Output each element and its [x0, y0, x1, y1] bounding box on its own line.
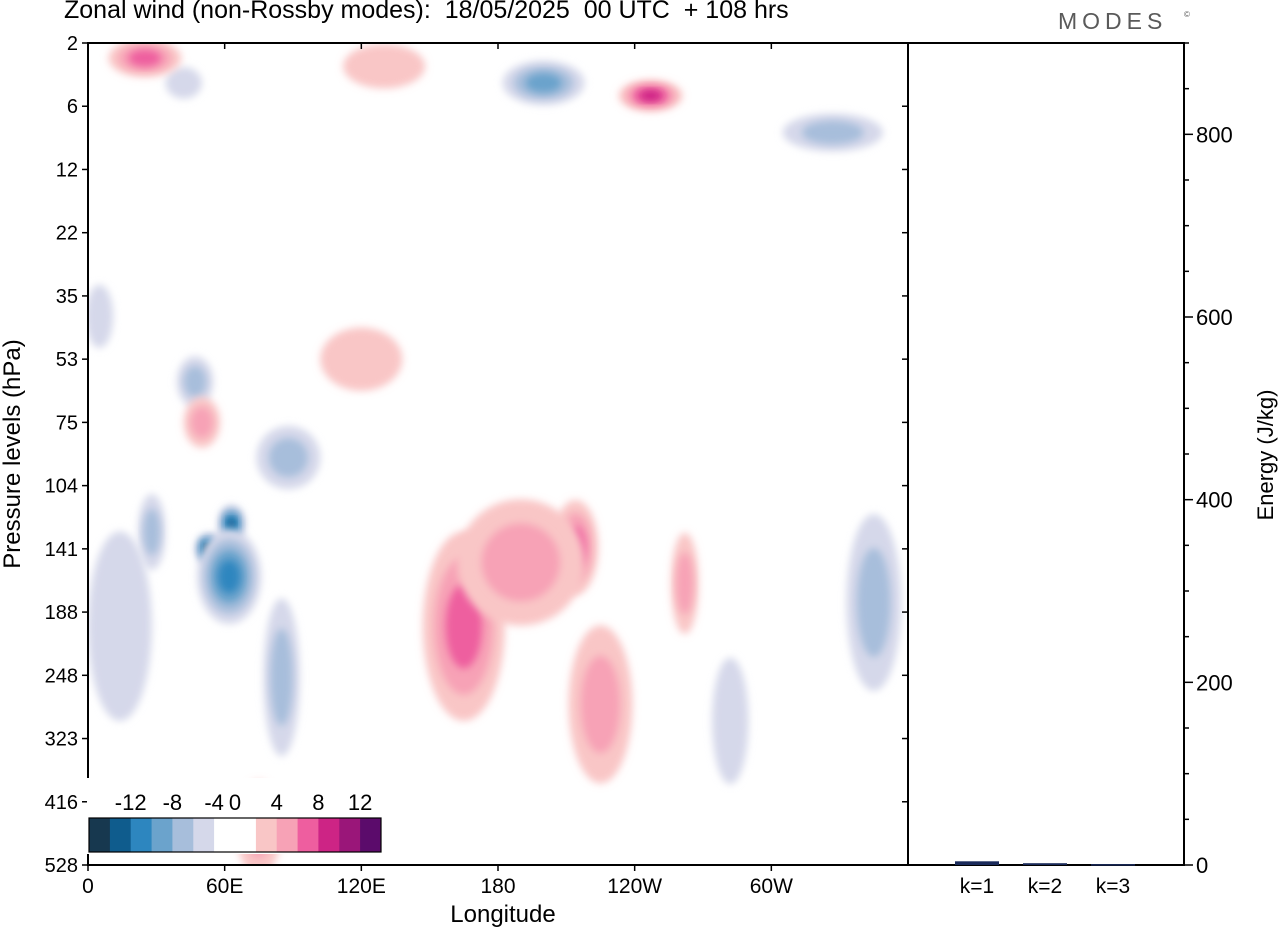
y-tick-label: 6: [67, 96, 78, 118]
contour-blob-2-3: [218, 560, 241, 594]
x-tick-label: 60E: [206, 875, 243, 898]
contour-blob-12-0: [712, 657, 749, 785]
contour-blob-25-0: [320, 327, 403, 391]
y-tick-label: 141: [45, 539, 78, 561]
contour-blob-23-0: [343, 44, 426, 89]
energy-category-label: k=3: [1096, 875, 1130, 898]
y-tick-label: 248: [45, 665, 78, 687]
energy-bar-k3: [1091, 864, 1135, 866]
energy-tick-label: 0: [1196, 853, 1208, 878]
y-tick-label: 53: [56, 349, 78, 371]
colorbar-swatch: [235, 818, 257, 852]
colorbar-label: -8: [163, 790, 183, 815]
contour-blob-17-1: [481, 523, 560, 602]
energy-axis-label: Energy (J/kg): [1253, 390, 1278, 521]
colorbar-swatch: [255, 818, 278, 852]
energy-bar-k1: [955, 861, 999, 865]
colorbar-label: -12: [115, 790, 147, 815]
colorbar-swatch: [318, 818, 340, 852]
colorbar: -12 -8 -4 0 4 8 12: [87, 778, 383, 854]
colorbar-label: 0: [229, 790, 241, 815]
colorbar-label: -4: [204, 790, 224, 815]
colorbar-label: 8: [312, 790, 324, 815]
contour-blob-19-1: [676, 552, 694, 615]
contour-blob-5-0: [88, 531, 152, 721]
energy-bar-k2: [1023, 863, 1067, 865]
contour-blob-6-1: [268, 438, 308, 478]
colorbar-swatch: [130, 818, 152, 852]
energy-tick-label: 400: [1196, 488, 1233, 513]
contour-blob-15-2: [445, 584, 482, 669]
y-tick-label: 528: [45, 855, 78, 877]
contour-blob-22-1: [190, 406, 214, 438]
contour-blob-10-1: [802, 120, 864, 145]
energy-category-label: k=2: [1028, 875, 1062, 898]
colorbar-swatch: [339, 818, 361, 852]
contour-field: [88, 43, 902, 865]
y-tick-label: 104: [45, 476, 78, 498]
y-tick-label: 22: [56, 223, 78, 245]
y-tick-label: 12: [56, 159, 78, 181]
contour-blob-13-0: [88, 284, 114, 348]
contour-blob-4-1: [143, 508, 161, 556]
x-tick-label: 180: [480, 875, 515, 898]
colorbar-swatch: [151, 818, 173, 852]
energy-category-label: k=1: [960, 875, 994, 898]
colorbar-swatch: [193, 818, 215, 852]
colorbar-swatch: [172, 818, 194, 852]
x-tick-label: 120W: [607, 875, 662, 898]
colorbar-label: 4: [271, 790, 283, 815]
contour-blob-18-1: [580, 655, 621, 754]
energy-tick-label: 800: [1196, 122, 1233, 147]
contour-blob-11-1: [857, 548, 891, 657]
colorbar-label: 12: [348, 790, 372, 815]
y-tick-label: 416: [45, 792, 78, 814]
y-tick-label: 35: [56, 286, 78, 308]
colorbar-swatch: [360, 818, 382, 852]
contour-blob-9-0: [165, 67, 202, 99]
colorbar-frame: [88, 817, 382, 853]
colorbar-swatch: [214, 818, 236, 852]
x-tick-label: 120E: [337, 875, 386, 898]
contour-blob-3-1: [270, 628, 293, 726]
energy-plot-frame: [907, 42, 1185, 866]
copyright-mark: ©: [1184, 10, 1190, 19]
contour-plot-frame: [87, 42, 909, 866]
energy-panel: 0 200 400 600 800 Energy (J/kg) k=1 k=2 k=3: [955, 42, 1278, 898]
y-tick-label: 188: [45, 602, 78, 624]
contour-blob-20-2: [128, 49, 162, 67]
colorbar-swatch: [109, 818, 132, 852]
energy-tick-label: 600: [1196, 305, 1233, 330]
y-tick-label: 75: [56, 412, 78, 434]
colorbar-swatch: [89, 818, 111, 852]
y-tick-label: 323: [45, 729, 78, 751]
y-axis-label: Pressure levels (hPa): [0, 339, 26, 568]
colorbar-swatch: [276, 818, 298, 852]
energy-tick-label: 200: [1196, 670, 1233, 695]
chart-title: Zonal wind (non-Rossby modes): 18/05/202…: [64, 0, 789, 24]
contour-blob-7-1: [183, 366, 207, 398]
x-tick-label: 0: [82, 875, 94, 898]
modes-logo: MODES: [1058, 8, 1168, 34]
y-tick-label: 2: [67, 33, 78, 55]
contour-blob-21-3: [639, 90, 662, 102]
colorbar-swatch: [297, 818, 319, 852]
contour-blob-1-4: [227, 518, 236, 530]
x-axis-label: Longitude: [450, 901, 555, 928]
x-tick-label: 60W: [750, 875, 793, 898]
contour-blob-8-2: [525, 73, 562, 93]
